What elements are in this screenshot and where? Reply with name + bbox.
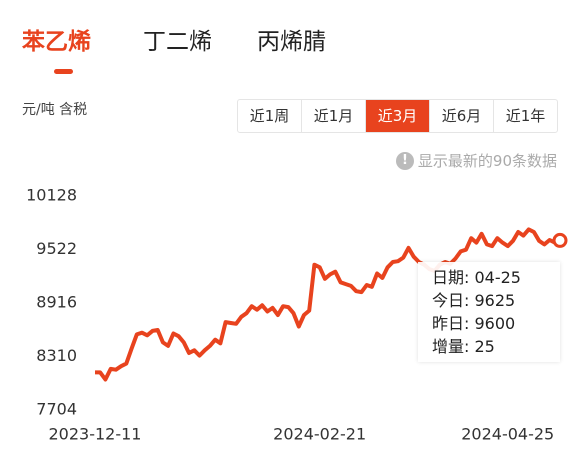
tooltip-line: 今日: 9625 xyxy=(432,291,516,310)
y-tick-label: 8916 xyxy=(36,293,77,312)
y-tick-label: 10128 xyxy=(26,186,77,205)
tab-indicator xyxy=(54,69,73,74)
tab[interactable]: 苯乙烯 xyxy=(22,29,91,55)
y-tick-label: 7704 xyxy=(36,400,77,419)
period-button[interactable]: 近1月 xyxy=(302,100,366,132)
period-button[interactable]: 近6月 xyxy=(430,100,494,132)
period-button[interactable]: 近1年 xyxy=(505,107,546,125)
x-tick-label: 2024-04-25 xyxy=(461,425,554,444)
line xyxy=(95,227,561,382)
y-tick-label: 8310 xyxy=(36,346,77,365)
unit-label: 元/吨 含税 xyxy=(22,102,88,118)
period-selector: 近1周 近1月 近3月 近6月 近1年 xyxy=(237,99,558,133)
tab[interactable]: 丁二烯 xyxy=(143,29,212,55)
note-text: 显示最新的90条数据 xyxy=(417,152,557,170)
period-button[interactable]: 近3月 xyxy=(366,100,430,132)
point-marker xyxy=(552,232,568,248)
tooltip-line: 日期: 04-25 xyxy=(432,268,521,287)
tooltip-line: 昨日: 9600 xyxy=(432,314,516,333)
period-button[interactable]: 近1周 xyxy=(238,100,302,132)
tooltip-line: 增量: 25 xyxy=(432,337,495,356)
note: ! 显示最新的90条数据 xyxy=(395,150,557,171)
tab[interactable]: 丙烯腈 xyxy=(257,29,326,55)
info-icon: ! xyxy=(395,151,414,170)
x-tick-label: 2023-12-11 xyxy=(49,425,142,444)
y-tick-label: 9522 xyxy=(36,239,77,258)
tooltip: 日期: 04-25 今日: 9625 昨日: 9600 增量: 25 xyxy=(418,262,560,362)
x-tick-label: 2024-02-21 xyxy=(273,425,366,444)
